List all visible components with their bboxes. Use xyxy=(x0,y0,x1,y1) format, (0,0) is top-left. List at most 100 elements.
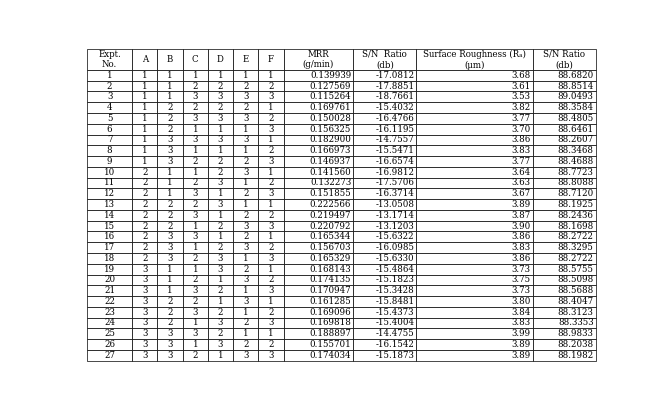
Text: 2: 2 xyxy=(217,168,223,177)
Text: 2: 2 xyxy=(243,103,249,112)
Bar xyxy=(259,92,284,102)
Bar xyxy=(532,113,595,124)
Text: 1: 1 xyxy=(142,125,148,133)
Bar xyxy=(353,210,416,221)
Bar xyxy=(87,70,132,81)
Text: 23: 23 xyxy=(104,308,115,317)
Bar xyxy=(157,145,182,156)
Bar xyxy=(132,124,157,135)
Text: 3: 3 xyxy=(192,92,198,101)
Bar xyxy=(284,317,353,328)
Text: 3.68: 3.68 xyxy=(511,71,530,80)
Text: 0.141560: 0.141560 xyxy=(310,168,351,177)
Bar xyxy=(132,102,157,113)
Text: 0.156325: 0.156325 xyxy=(310,125,351,133)
Text: 3: 3 xyxy=(167,157,172,166)
Bar xyxy=(182,70,208,81)
Text: 88.2607: 88.2607 xyxy=(558,136,593,144)
Bar xyxy=(284,264,353,274)
Text: 3: 3 xyxy=(142,308,147,317)
Bar xyxy=(87,81,132,92)
Bar xyxy=(157,242,182,253)
Bar xyxy=(284,135,353,145)
Text: 2: 2 xyxy=(142,189,147,198)
Bar xyxy=(416,50,532,70)
Bar xyxy=(532,50,595,70)
Text: 21: 21 xyxy=(104,286,115,295)
Text: 1: 1 xyxy=(192,243,198,252)
Text: 1: 1 xyxy=(167,265,173,274)
Bar xyxy=(182,307,208,317)
Bar xyxy=(259,232,284,242)
Bar xyxy=(132,113,157,124)
Text: 3: 3 xyxy=(243,243,249,252)
Text: 1: 1 xyxy=(217,71,223,80)
Bar xyxy=(87,242,132,253)
Bar xyxy=(259,188,284,199)
Bar xyxy=(233,285,259,296)
Text: 88.8088: 88.8088 xyxy=(557,179,593,188)
Text: 3: 3 xyxy=(269,318,274,328)
Text: 2: 2 xyxy=(217,221,223,230)
Bar xyxy=(259,199,284,210)
Text: 2: 2 xyxy=(269,81,274,91)
Bar xyxy=(353,81,416,92)
Text: 0.169096: 0.169096 xyxy=(310,308,351,317)
Text: 3: 3 xyxy=(269,254,274,263)
Text: A: A xyxy=(142,55,148,64)
Bar xyxy=(532,339,595,350)
Bar xyxy=(259,113,284,124)
Text: 22: 22 xyxy=(104,297,115,306)
Text: 3.86: 3.86 xyxy=(511,254,530,263)
Text: 2: 2 xyxy=(167,103,173,112)
Bar xyxy=(208,232,233,242)
Text: 88.6461: 88.6461 xyxy=(558,125,593,133)
Bar xyxy=(182,199,208,210)
Text: 3: 3 xyxy=(217,92,223,101)
Text: 3: 3 xyxy=(269,157,274,166)
Bar xyxy=(132,210,157,221)
Bar xyxy=(416,156,532,167)
Text: -15.4032: -15.4032 xyxy=(375,103,414,112)
Text: -17.5706: -17.5706 xyxy=(375,179,414,188)
Text: 1: 1 xyxy=(217,232,223,241)
Text: 0.222566: 0.222566 xyxy=(310,200,351,209)
Text: 3: 3 xyxy=(192,189,198,198)
Bar xyxy=(416,328,532,339)
Text: 2: 2 xyxy=(192,81,198,91)
Text: 0.174135: 0.174135 xyxy=(310,276,351,284)
Bar xyxy=(532,177,595,188)
Bar xyxy=(353,242,416,253)
Bar xyxy=(353,156,416,167)
Bar xyxy=(233,102,259,113)
Bar xyxy=(208,156,233,167)
Text: 2: 2 xyxy=(243,157,249,166)
Bar xyxy=(208,113,233,124)
Text: 3.73: 3.73 xyxy=(512,286,530,295)
Bar xyxy=(416,307,532,317)
Text: 2: 2 xyxy=(167,308,173,317)
Bar xyxy=(353,145,416,156)
Bar xyxy=(284,274,353,285)
Text: 3: 3 xyxy=(269,125,274,133)
Bar xyxy=(157,285,182,296)
Text: 3: 3 xyxy=(217,318,223,328)
Bar xyxy=(132,156,157,167)
Bar xyxy=(284,156,353,167)
Bar xyxy=(87,350,132,361)
Text: -15.3428: -15.3428 xyxy=(375,286,414,295)
Text: -14.4755: -14.4755 xyxy=(375,329,414,338)
Text: 16: 16 xyxy=(104,232,115,241)
Text: 0.165344: 0.165344 xyxy=(310,232,351,241)
Text: 3: 3 xyxy=(243,221,249,230)
Text: Expt.
No.: Expt. No. xyxy=(98,50,121,70)
Text: 3.64: 3.64 xyxy=(511,168,530,177)
Bar xyxy=(157,92,182,102)
Bar xyxy=(353,199,416,210)
Bar xyxy=(416,350,532,361)
Text: 20: 20 xyxy=(104,276,115,284)
Bar xyxy=(132,50,157,70)
Text: 3.86: 3.86 xyxy=(511,232,530,241)
Bar xyxy=(284,232,353,242)
Text: 0.165329: 0.165329 xyxy=(310,254,351,263)
